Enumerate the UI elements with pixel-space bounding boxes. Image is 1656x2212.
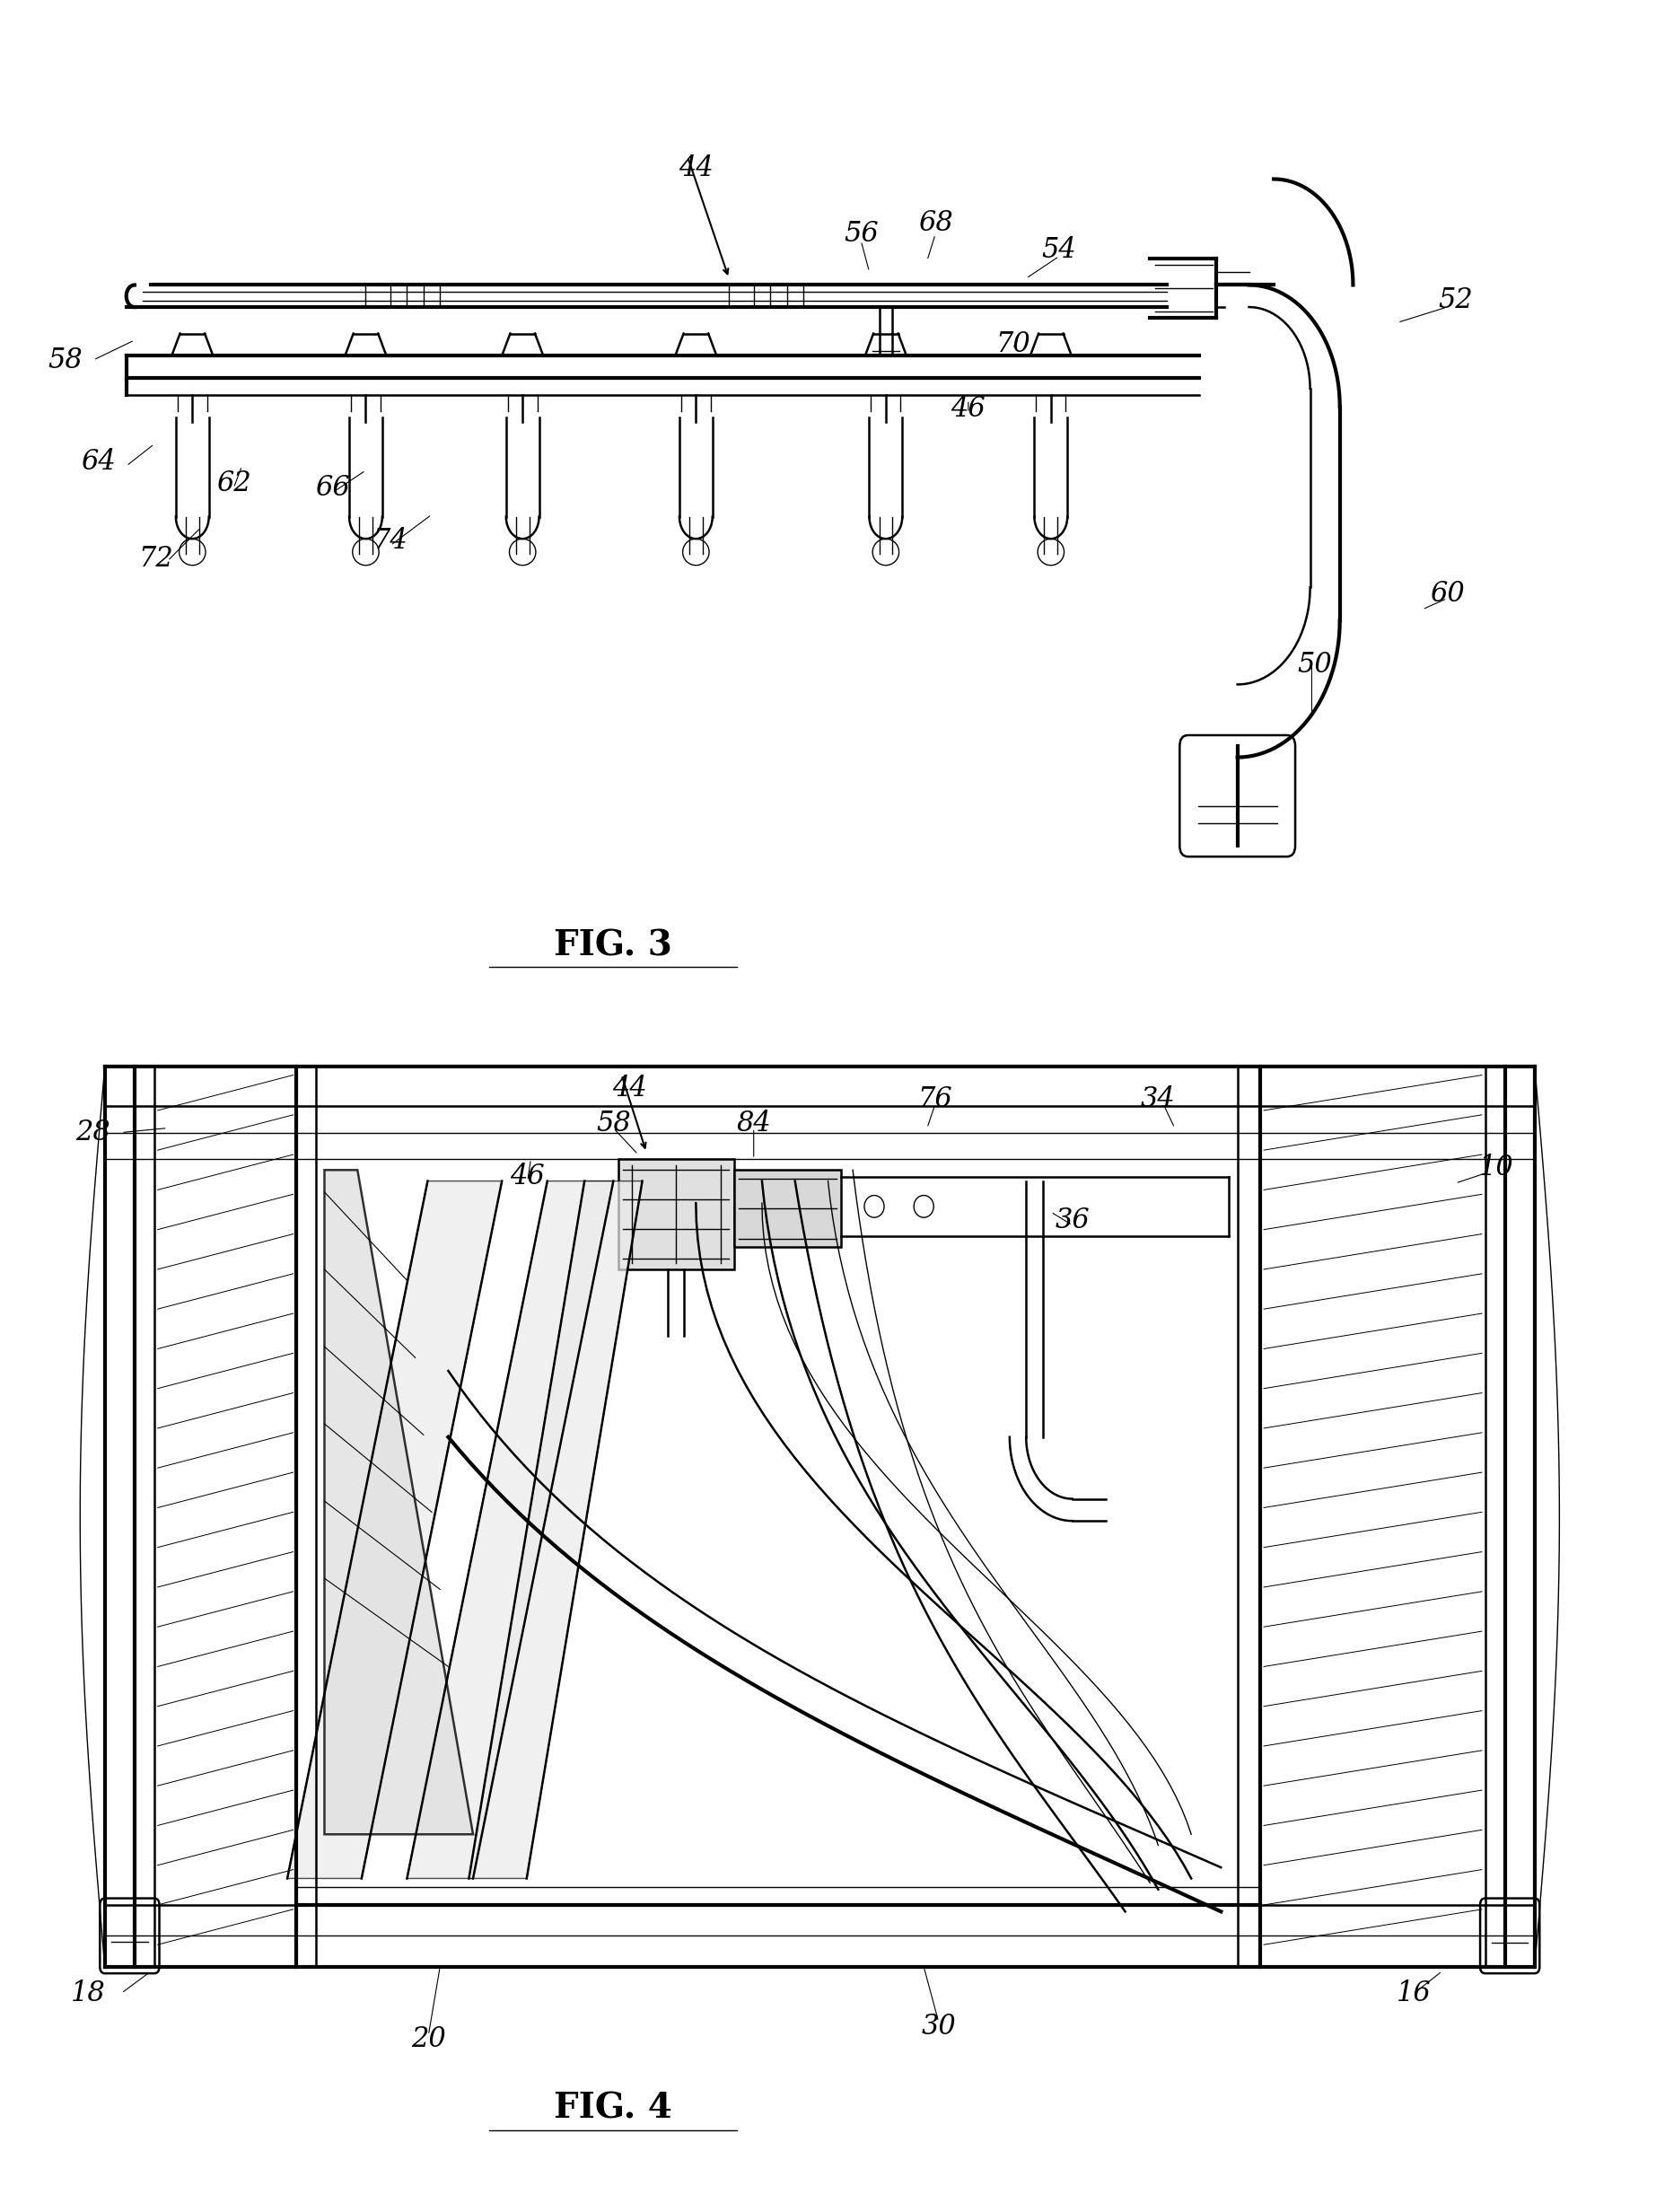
- Text: 52: 52: [1437, 288, 1472, 314]
- FancyBboxPatch shape: [618, 1159, 734, 1270]
- Text: 16: 16: [1396, 1980, 1431, 2006]
- Polygon shape: [325, 1170, 474, 1834]
- Text: 46: 46: [510, 1164, 545, 1190]
- Ellipse shape: [864, 1194, 884, 1217]
- Text: 36: 36: [1055, 1208, 1090, 1234]
- Text: 60: 60: [1429, 580, 1464, 608]
- Ellipse shape: [353, 540, 379, 566]
- Text: 34: 34: [1141, 1086, 1176, 1113]
- Ellipse shape: [510, 540, 537, 566]
- Text: 68: 68: [917, 210, 952, 237]
- Text: FIG. 4: FIG. 4: [555, 2093, 672, 2126]
- FancyBboxPatch shape: [1480, 1898, 1540, 1973]
- Ellipse shape: [1038, 540, 1065, 566]
- FancyBboxPatch shape: [99, 1898, 159, 1973]
- Text: 44: 44: [679, 155, 714, 181]
- Ellipse shape: [682, 540, 709, 566]
- Text: 66: 66: [315, 473, 349, 502]
- Ellipse shape: [914, 1194, 934, 1217]
- Text: 76: 76: [917, 1086, 952, 1113]
- Text: 84: 84: [737, 1110, 772, 1137]
- Polygon shape: [286, 1181, 502, 1878]
- Text: 56: 56: [843, 221, 878, 248]
- Text: 10: 10: [1479, 1155, 1514, 1181]
- Polygon shape: [407, 1181, 613, 1878]
- Text: 62: 62: [217, 469, 252, 498]
- Text: 46: 46: [951, 394, 985, 422]
- Text: 72: 72: [139, 544, 174, 573]
- Text: 64: 64: [81, 447, 116, 476]
- Polygon shape: [469, 1181, 643, 1878]
- Text: 44: 44: [613, 1075, 647, 1102]
- Text: 30: 30: [921, 2013, 956, 2039]
- Text: 28: 28: [76, 1119, 111, 1146]
- Text: 18: 18: [71, 1980, 106, 2006]
- Text: FIG. 3: FIG. 3: [555, 929, 672, 962]
- Ellipse shape: [873, 540, 899, 566]
- FancyBboxPatch shape: [1179, 734, 1295, 856]
- Ellipse shape: [179, 540, 205, 566]
- Text: 20: 20: [411, 2026, 445, 2053]
- FancyBboxPatch shape: [734, 1170, 841, 1248]
- Text: 58: 58: [596, 1110, 631, 1137]
- Text: 70: 70: [995, 330, 1030, 358]
- Text: 74: 74: [373, 526, 407, 555]
- Text: 54: 54: [1042, 237, 1076, 263]
- Text: 58: 58: [48, 345, 83, 374]
- Text: 50: 50: [1298, 650, 1333, 679]
